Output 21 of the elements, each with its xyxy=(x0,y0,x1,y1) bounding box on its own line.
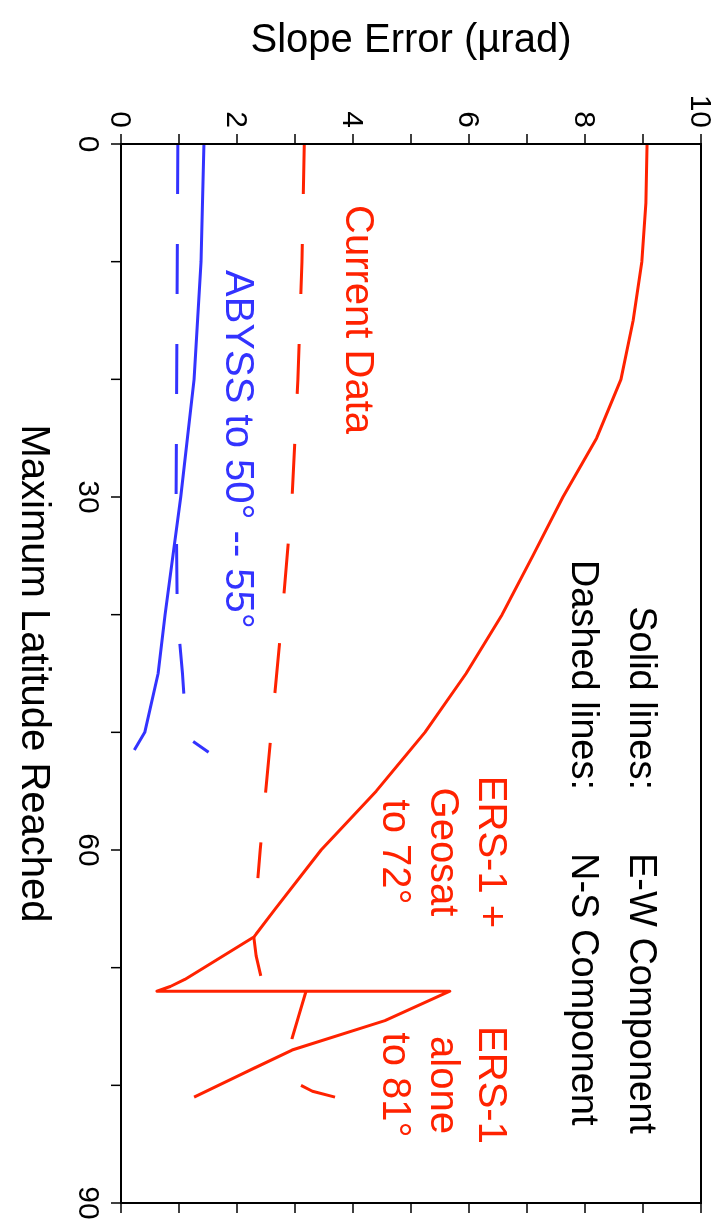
line-series xyxy=(132,142,206,752)
annotation: ABYSS to 50° -- 55° xyxy=(218,270,262,629)
annotation: Current Data xyxy=(338,205,382,435)
x-tick-label: 4 xyxy=(336,111,370,128)
annotation: E-W Component xyxy=(621,853,664,1135)
x-axis-title: Slope Error (µrad) xyxy=(250,16,572,60)
x-tick-label: 10 xyxy=(684,94,718,128)
y-axis-title: Maximum Latitude Reached xyxy=(14,424,58,923)
x-tick-label: 8 xyxy=(568,111,602,128)
annotation: ERS-1 alone to 81° xyxy=(375,1026,515,1144)
x-tick-label: 0 xyxy=(104,111,138,128)
annotation: Solid lines: xyxy=(621,606,664,790)
y-tick-label: 30 xyxy=(73,480,106,514)
x-tick-label: 6 xyxy=(452,111,486,128)
annotation: ERS-1 + Geosat to 72° xyxy=(375,775,515,929)
annotation: N-S Component xyxy=(563,853,606,1126)
annotation: Dashed lines: xyxy=(563,559,606,790)
x-tick-label: 2 xyxy=(220,111,254,128)
y-tick-label: 0 xyxy=(73,135,106,153)
y-tick-label: 90 xyxy=(73,1186,106,1220)
y-tick-label: 60 xyxy=(73,833,106,867)
